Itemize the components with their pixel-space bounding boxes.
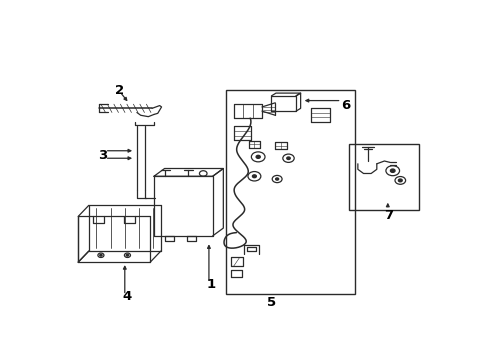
Circle shape [389, 169, 394, 172]
Text: 7: 7 [384, 208, 393, 221]
Circle shape [100, 255, 102, 256]
Circle shape [398, 179, 401, 182]
Text: 6: 6 [340, 99, 349, 112]
Text: 4: 4 [122, 290, 132, 303]
Bar [348, 144, 418, 210]
Circle shape [275, 178, 278, 180]
Bar [225, 90, 354, 294]
Text: 2: 2 [115, 84, 124, 97]
Circle shape [252, 175, 256, 178]
Text: 5: 5 [266, 296, 275, 309]
Text: 3: 3 [98, 149, 107, 162]
Text: 1: 1 [206, 278, 215, 291]
Circle shape [286, 157, 289, 159]
Circle shape [256, 156, 260, 158]
Circle shape [126, 255, 128, 256]
